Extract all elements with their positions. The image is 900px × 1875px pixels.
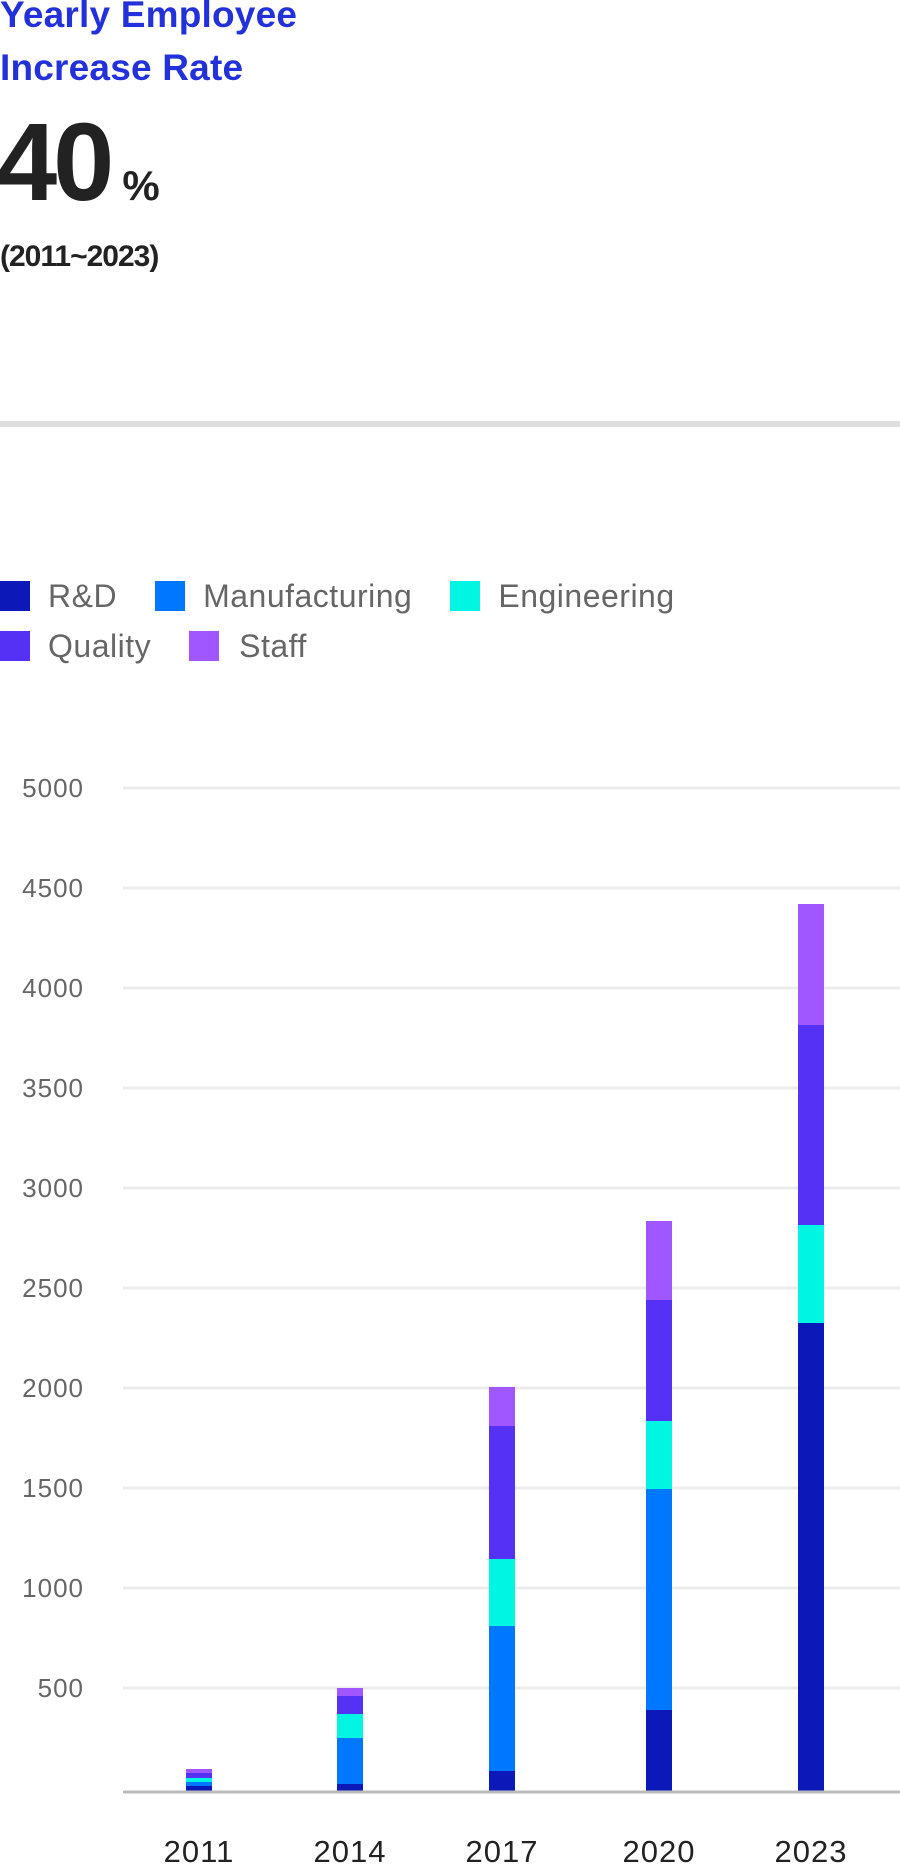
bar-stack-2011 [186, 1769, 212, 1791]
bar-quality-2020 [646, 1300, 672, 1421]
legend-item-quality: Quality [0, 628, 151, 665]
y-tick-label: 1000 [22, 1573, 84, 1603]
increase-rate-stat: 40% [0, 108, 160, 218]
bar-engineering-2023 [798, 1225, 824, 1323]
increase-rate-unit: % [122, 162, 160, 209]
y-tick-label: 4500 [22, 873, 84, 903]
y-tick-label: 5000 [22, 773, 84, 803]
legend-swatch-rnd [0, 581, 30, 611]
x-tick-label: 2020 [623, 1834, 696, 1869]
bar-manufacturing-2014 [337, 1738, 363, 1784]
legend-item-engineering: Engineering [450, 578, 674, 615]
y-axis-ticks: 500 1000 1500 2000 2500 3000 3500 4000 4500 5000 [22, 773, 84, 1703]
bar-stack-2020 [646, 1221, 672, 1791]
gridlines [123, 786, 900, 1690]
y-tick-label: 1500 [22, 1473, 84, 1503]
legend-item-rnd: R&D [0, 578, 117, 615]
bar-stack-2014 [337, 1688, 363, 1791]
bar-quality-2014 [337, 1696, 363, 1714]
y-tick-label: 3500 [22, 1073, 84, 1103]
bar-staff-2017 [489, 1387, 515, 1426]
legend-label-quality: Quality [48, 627, 152, 664]
x-tick-label: 2017 [466, 1834, 539, 1869]
bar-engineering-2014 [337, 1714, 363, 1738]
bar-r-d-2017 [489, 1771, 515, 1791]
bar-staff-2020 [646, 1221, 672, 1300]
legend-item-staff: Staff [189, 628, 307, 665]
chart-legend: R&D Manufacturing Engineering Quality St… [0, 571, 900, 671]
legend-item-manufacturing: Manufacturing [155, 578, 412, 615]
bar-manufacturing-2020 [646, 1489, 672, 1710]
legend-row: Quality Staff [0, 621, 900, 671]
increase-rate-value: 40 [0, 101, 114, 224]
x-axis-ticks: 2011 2014 2017 2020 2023 [164, 1834, 848, 1869]
y-tick-label: 3000 [22, 1173, 84, 1203]
bar-staff-2023 [798, 904, 824, 1025]
bar-staff-2011 [186, 1769, 212, 1773]
legend-label-staff: Staff [239, 627, 307, 664]
legend-label-engineering: Engineering [498, 577, 675, 614]
y-tick-label: 2500 [22, 1273, 84, 1303]
stacked-bar-chart: 500100015002000250030003500400045005000 … [22, 773, 900, 1869]
bar-stack-2017 [489, 1387, 515, 1791]
bar-manufacturing-2017 [489, 1626, 515, 1771]
legend-swatch-staff [189, 631, 220, 661]
y-tick-label: 4000 [22, 973, 84, 1003]
bar-quality-2023 [798, 1025, 824, 1225]
chart-title: Yearly Employee Increase Rate [0, 0, 298, 88]
y-tick-label: 500 [38, 1673, 84, 1703]
bar-quality-2017 [489, 1426, 515, 1559]
section-divider [0, 421, 900, 427]
legend-row: R&D Manufacturing Engineering [0, 571, 900, 621]
period-label: (2011~2023) [0, 240, 159, 273]
bar-manufacturing-2011 [186, 1782, 212, 1786]
bar-stack-2023 [798, 904, 824, 1791]
x-tick-label: 2023 [775, 1834, 848, 1869]
legend-label-rnd: R&D [48, 577, 118, 614]
bar-r-d-2020 [646, 1710, 672, 1791]
bar-engineering-2020 [646, 1421, 672, 1489]
bar-r-d-2023 [798, 1323, 824, 1791]
bar-staff-2014 [337, 1688, 363, 1696]
x-tick-label: 2014 [314, 1834, 387, 1869]
legend-swatch-manufacturing [155, 581, 186, 611]
bar-engineering-2017 [489, 1559, 515, 1626]
legend-swatch-engineering [450, 581, 481, 611]
bar-r-d-2014 [337, 1784, 363, 1791]
bar-quality-2011 [186, 1773, 212, 1778]
bar-engineering-2011 [186, 1778, 212, 1782]
bar-r-d-2011 [186, 1786, 212, 1791]
x-tick-label: 2011 [164, 1834, 235, 1869]
legend-swatch-quality [0, 631, 30, 661]
y-tick-label: 2000 [22, 1373, 84, 1403]
bars [186, 904, 824, 1791]
legend-label-manufacturing: Manufacturing [203, 577, 413, 614]
